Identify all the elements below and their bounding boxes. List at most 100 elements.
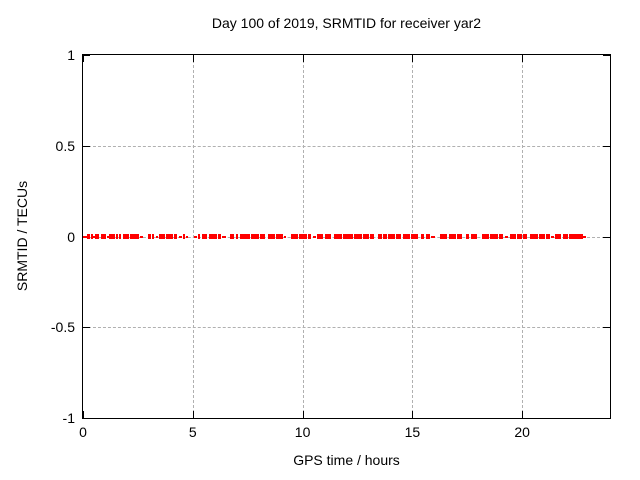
data-point-cluster — [555, 234, 561, 239]
data-point-cluster — [95, 234, 100, 239]
x-gridline — [192, 55, 194, 418]
data-point-cluster — [439, 234, 448, 239]
x-tick-mark — [302, 411, 304, 418]
data-point-cluster — [343, 234, 354, 239]
y-tick-mark — [83, 327, 90, 329]
data-point-cluster — [283, 235, 287, 238]
data-point-cluster — [267, 234, 276, 239]
y-tick-label: 1 — [67, 47, 75, 63]
x-tick-label: 5 — [188, 424, 197, 440]
y-tick-label: 0.5 — [55, 137, 75, 154]
y-tick-mark — [603, 236, 610, 238]
x-tick-mark — [412, 411, 414, 418]
y-tick-mark — [603, 55, 610, 56]
data-point-cluster — [193, 235, 197, 238]
data-point-cluster — [276, 234, 283, 239]
data-point-cluster — [499, 234, 504, 239]
y-gridline — [83, 327, 610, 329]
x-tick-label: 10 — [294, 424, 311, 440]
data-point-cluster — [395, 234, 402, 239]
data-point-cluster — [186, 235, 189, 238]
data-point-cluster — [510, 234, 516, 239]
y-tick-label: -0.5 — [50, 319, 75, 336]
data-point-cluster — [166, 234, 173, 239]
y-tick-mark — [603, 418, 610, 419]
data-point-cluster — [516, 234, 523, 239]
data-point-cluster — [504, 235, 508, 238]
x-tick-label: 20 — [514, 424, 530, 440]
y-tick-label: -1 — [62, 410, 75, 426]
data-point-cluster — [562, 234, 569, 239]
data-point-cluster — [230, 234, 235, 239]
data-point-cluster — [139, 235, 143, 238]
data-point-cluster — [378, 234, 382, 239]
data-point-cluster — [122, 234, 130, 239]
data-point-cluster — [259, 234, 266, 239]
data-point-cluster — [290, 234, 299, 239]
data-point-cluster — [457, 234, 462, 239]
data-point-cluster — [490, 234, 498, 239]
data-point-cluster — [83, 235, 87, 238]
data-point-cluster — [402, 234, 411, 239]
data-point-cluster — [201, 234, 208, 239]
x-tick-mark — [522, 55, 524, 62]
data-point-cluster — [425, 234, 430, 239]
plot-area: 0 5 10 15 20 -1 -0.5 0 0.5 1 — [51, 47, 611, 440]
y-tick-mark — [83, 145, 90, 147]
data-point-cluster — [178, 235, 182, 238]
x-tick-label: 15 — [404, 424, 421, 440]
data-point-cluster — [583, 235, 586, 238]
data-point-cluster — [388, 234, 395, 239]
data-point-cluster — [299, 234, 307, 239]
x-gridline — [522, 55, 524, 418]
data-point-cluster — [312, 235, 316, 238]
data-point-cluster — [100, 234, 103, 239]
data-point-cluster — [550, 235, 554, 238]
y-gridline — [83, 145, 610, 147]
data-point-cluster — [421, 234, 425, 239]
data-point-cluster — [240, 234, 250, 239]
data-point-cluster — [316, 234, 324, 239]
data-point-cluster — [363, 234, 369, 239]
x-tick-label: 0 — [79, 424, 87, 440]
x-tick-mark — [192, 411, 194, 418]
data-point-cluster — [107, 235, 110, 238]
data-point-cluster — [448, 234, 457, 239]
data-point-cluster — [92, 235, 95, 238]
data-point-cluster — [546, 234, 550, 239]
data-point-cluster — [109, 234, 115, 239]
y-tick-label: 0 — [67, 228, 75, 245]
data-point-cluster — [208, 234, 217, 239]
data-point-cluster — [411, 234, 418, 239]
data-point-cluster — [235, 234, 238, 239]
data-point-cluster — [197, 234, 201, 239]
data-point-cluster — [158, 234, 166, 239]
y-tick-mark — [83, 418, 90, 419]
y-tick-mark — [603, 145, 610, 147]
data-point-cluster — [135, 234, 139, 239]
data-point-cluster — [431, 235, 436, 238]
data-point-cluster — [103, 234, 106, 239]
data-point-cluster — [155, 235, 158, 238]
data-point-cluster — [90, 234, 93, 239]
data-point-cluster — [523, 234, 527, 239]
data-point-cluster — [152, 234, 155, 239]
data-point-cluster — [308, 234, 312, 239]
data-point-cluster — [115, 234, 118, 239]
x-tick-mark — [522, 411, 524, 418]
data-point-cluster — [324, 234, 332, 239]
data-point-cluster — [569, 234, 583, 239]
x-axis-label: GPS time / hours — [293, 452, 400, 468]
data-point-cluster — [222, 235, 226, 238]
x-tick-mark — [302, 55, 304, 62]
data-point-cluster — [529, 234, 538, 239]
data-point-cluster — [251, 234, 259, 239]
data-point-cluster — [218, 234, 222, 239]
data-point-cluster — [470, 234, 478, 239]
y-axis-label: SRMTID / TECUs — [14, 180, 30, 292]
data-point-cluster — [538, 234, 546, 239]
data-point-cluster — [182, 234, 185, 239]
x-tick-mark — [192, 55, 194, 62]
data-point-cluster — [481, 234, 490, 239]
